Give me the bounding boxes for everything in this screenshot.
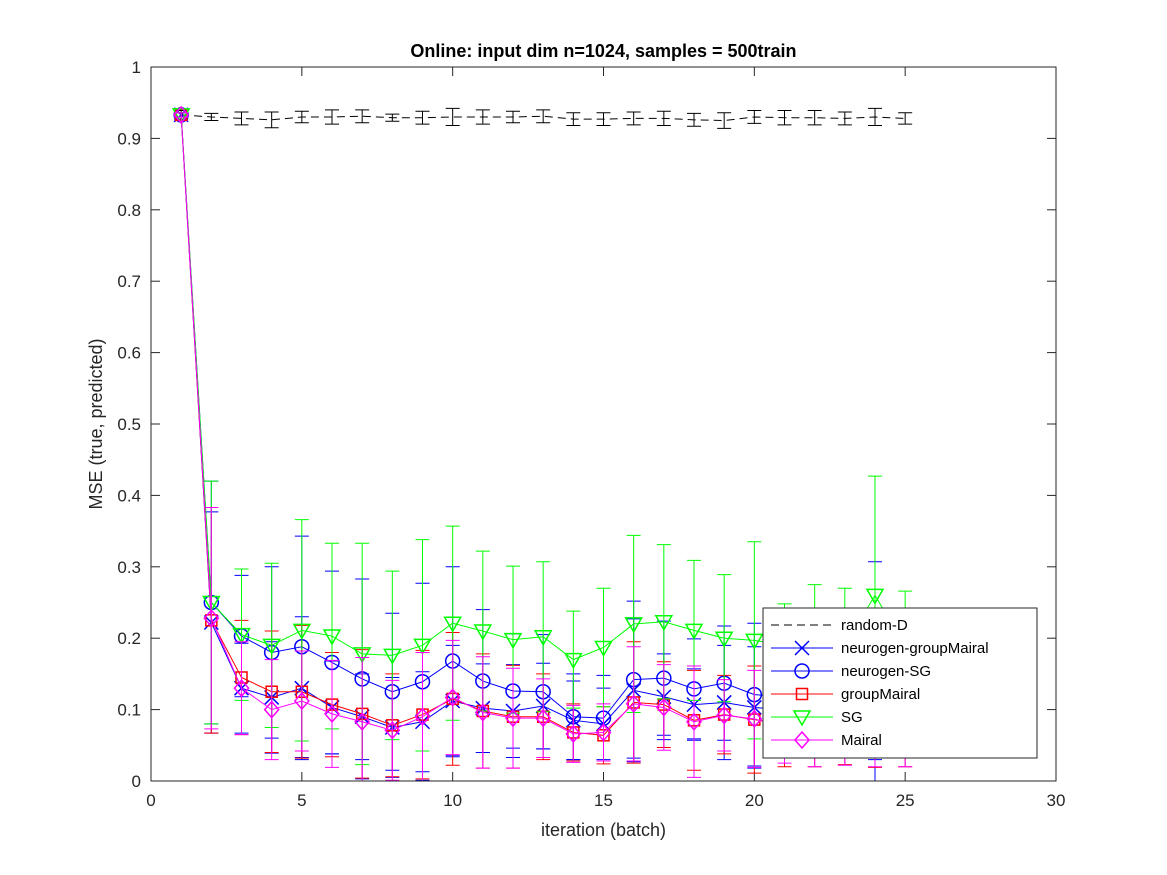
- error-bar-random-d-13: [536, 109, 551, 124]
- axis-ticks: 0 5 10 15 20 25 30 0 0.1 0.2 0.3 0.4 0.5 0.6 0.7 0.8 0.9…: [117, 58, 1065, 810]
- error-bar-random-d-22: [807, 110, 822, 126]
- y-tick-label-1: 1: [132, 58, 141, 77]
- legend-marker-mairal: [794, 730, 810, 750]
- error-bar-random-d-7: [355, 109, 370, 124]
- point-mairal-12: [505, 709, 521, 728]
- point-mairal-18: [686, 712, 702, 731]
- point-mairal-10: [444, 688, 461, 707]
- point-mairal-9: [414, 707, 431, 726]
- error-bar-random-d-10: [445, 107, 460, 127]
- point-mairal-20: [746, 709, 763, 729]
- legend-label-neurogen-groupmairal: neurogen-groupMairal: [841, 640, 989, 657]
- point-sg-15: [594, 640, 613, 657]
- point-sg-3: [232, 627, 251, 645]
- point-sg-24: [865, 588, 885, 605]
- x-tick-label-10: 10: [443, 791, 462, 810]
- error-bar-random-d-4: [264, 111, 279, 129]
- point-sg-11: [473, 624, 493, 641]
- point-sg-5: [292, 623, 312, 640]
- point-mairal-19: [716, 706, 733, 725]
- point-sg-10: [443, 616, 462, 633]
- point-mairal-14: [565, 724, 582, 744]
- point-mairal-4: [263, 700, 280, 719]
- legend-marker-neurogen-sg: [794, 663, 810, 679]
- chart-title: Online: input dim n=1024, samples = 500t…: [410, 41, 796, 61]
- point-sg-7: [352, 647, 372, 664]
- x-tick-label-25: 25: [896, 791, 915, 810]
- y-tick-label-0-9: 0.9: [117, 129, 141, 148]
- point-mairal-5: [293, 691, 310, 711]
- x-tick-label-0: 0: [146, 791, 155, 810]
- x-tick-label-20: 20: [745, 791, 764, 810]
- point-sg-4: [262, 638, 281, 655]
- point-sg-20: [745, 633, 764, 650]
- point-sg-14: [564, 652, 583, 670]
- y-tick-label-0-8: 0.8: [117, 201, 141, 220]
- legend-label-sg: SG: [841, 709, 863, 726]
- legend-marker-sg: [792, 710, 812, 727]
- legend-marker-neurogen-groupmairal: [794, 640, 810, 656]
- point-mairal-16: [625, 694, 642, 714]
- plot-frame: [150, 66, 1057, 782]
- error-bar-random-d-3: [234, 111, 249, 126]
- error-bar-random-d-6: [325, 109, 339, 125]
- point-sg-8: [383, 648, 402, 665]
- y-tick-label-0-4: 0.4: [117, 486, 141, 505]
- point-mairal-7: [354, 712, 371, 731]
- y-tick-label-0-3: 0.3: [117, 558, 141, 577]
- point-mairal-1: [173, 105, 190, 124]
- point-sg-13: [533, 630, 553, 647]
- error-bar-random-d-25: [898, 112, 913, 125]
- point-sg-9: [413, 638, 432, 655]
- y-axis-label: MSE (true, predicted): [86, 338, 106, 509]
- legend-label-random-d: random-D: [841, 617, 908, 634]
- point-mairal-6: [324, 704, 340, 724]
- point-mairal-13: [535, 709, 552, 728]
- error-bar-random-d-16: [626, 111, 641, 126]
- series-layer: [171, 105, 915, 782]
- y-tick-label-0-5: 0.5: [117, 415, 141, 434]
- line-random-d: [181, 114, 906, 122]
- point-mairal-11: [474, 703, 491, 722]
- y-tick-label-0-1: 0.1: [117, 701, 141, 720]
- legend-label-mairal: Mairal: [841, 732, 882, 749]
- legend-label-groupmairal: groupMairal: [841, 686, 920, 703]
- point-mairal-15: [595, 723, 612, 742]
- point-mairal-2: [203, 609, 220, 628]
- legend: random-D neurogen-groupMairal neurogen-SG g…: [762, 607, 1038, 759]
- x-tick-label-30: 30: [1047, 791, 1066, 810]
- y-tick-label-0: 0: [132, 772, 141, 791]
- y-tick-label-0-7: 0.7: [117, 272, 141, 291]
- point-mairal-17: [655, 698, 672, 717]
- x-axis-label: iteration (batch): [541, 820, 666, 840]
- point-sg-6: [322, 629, 342, 646]
- series-random-d: [174, 107, 913, 129]
- y-tick-label-0-6: 0.6: [117, 344, 141, 363]
- point-sg-18: [684, 623, 704, 640]
- legend-marker-groupmairal: [795, 687, 809, 701]
- point-sg-16: [624, 617, 643, 634]
- x-tick-label-5: 5: [297, 791, 306, 810]
- error-bar-random-d-19: [717, 112, 732, 129]
- point-mairal-3: [233, 679, 250, 698]
- point-sg-17: [654, 615, 674, 632]
- legend-label-neurogen-sg: neurogen-SG: [841, 663, 931, 680]
- y-tick-label-0-2: 0.2: [117, 629, 141, 648]
- point-sg-1: [171, 108, 191, 125]
- point-sg-12: [503, 632, 523, 650]
- x-tick-label-15: 15: [594, 791, 613, 810]
- point-mairal-8: [384, 721, 401, 740]
- legend-box: [762, 607, 1038, 759]
- point-sg-19: [714, 631, 734, 648]
